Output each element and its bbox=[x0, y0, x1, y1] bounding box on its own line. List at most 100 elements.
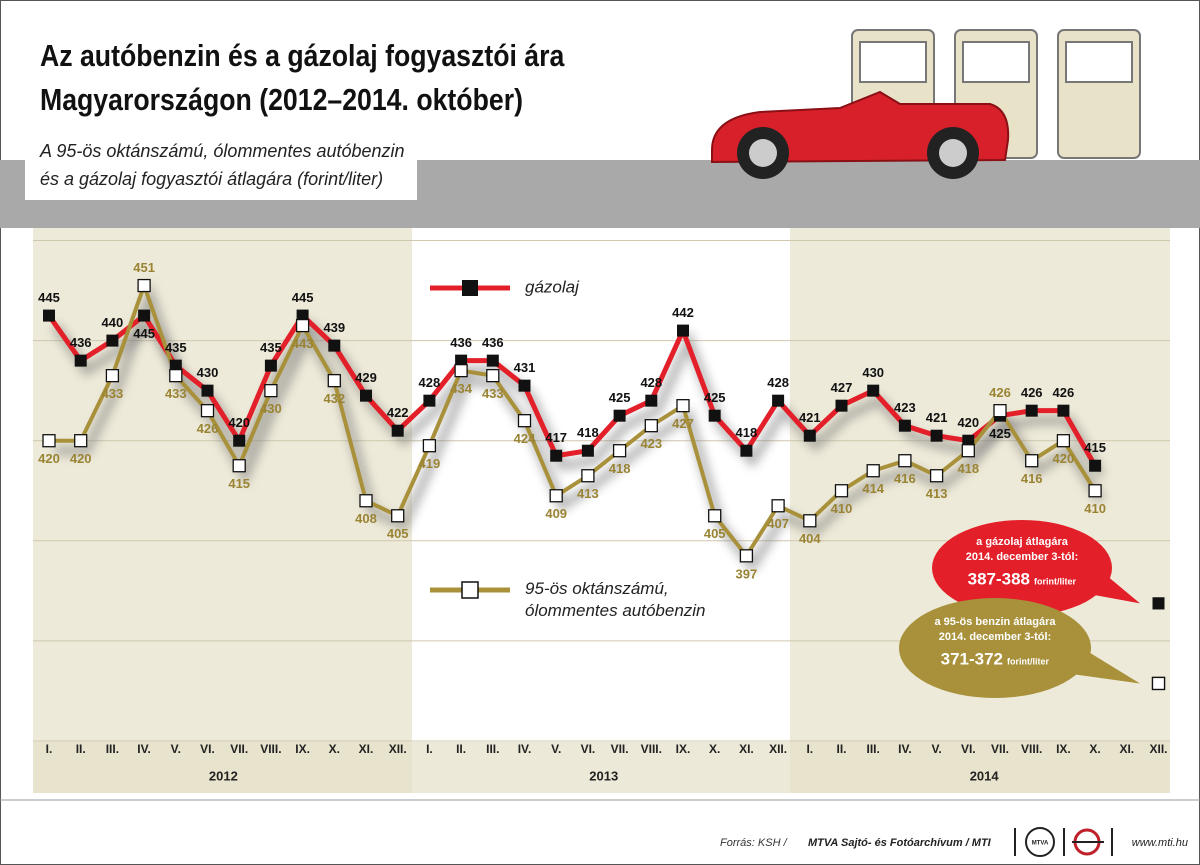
x-tick-label: VIII. bbox=[1021, 742, 1042, 756]
data-label: 429 bbox=[355, 370, 377, 385]
x-tick-label: II. bbox=[456, 742, 466, 756]
legend-label[interactable]: 95-ös oktánszámú, ólommentes autóbenzin bbox=[525, 579, 706, 620]
marker bbox=[232, 459, 246, 473]
data-label: 410 bbox=[831, 501, 853, 516]
data-label: 445 bbox=[292, 290, 314, 305]
marker bbox=[1056, 434, 1071, 448]
data-label: 418 bbox=[577, 425, 599, 440]
chart-title: Az autóbenzin és a gázolaj fogyasztói ár… bbox=[40, 39, 565, 73]
subtitle: A 95-ös oktánszámú, ólommentes autóbenzi… bbox=[39, 141, 405, 161]
marker bbox=[518, 379, 531, 392]
data-label: 443 bbox=[292, 336, 314, 351]
data-label: 430 bbox=[862, 365, 884, 380]
data-label: 415 bbox=[228, 476, 250, 491]
data-label: 423 bbox=[640, 436, 662, 451]
marker bbox=[962, 434, 975, 447]
marker bbox=[898, 419, 911, 432]
marker bbox=[612, 444, 627, 458]
source: MTVA Sajtó- és Fotóarchívum / MTI bbox=[808, 837, 992, 849]
callout-price: 371-372 bbox=[941, 649, 1003, 668]
data-label: 419 bbox=[419, 456, 441, 471]
data-label: 420 bbox=[957, 415, 979, 430]
data-label: 445 bbox=[38, 290, 60, 305]
data-label: 417 bbox=[545, 430, 567, 445]
data-label: 428 bbox=[767, 375, 789, 390]
marker bbox=[581, 444, 594, 457]
marker bbox=[328, 339, 341, 352]
x-tick-label: IX. bbox=[295, 742, 310, 756]
marker bbox=[929, 469, 944, 483]
callout-price: 387-388 bbox=[968, 569, 1030, 588]
x-tick-label: VI. bbox=[581, 742, 596, 756]
data-label: 435 bbox=[260, 340, 282, 355]
marker bbox=[1057, 404, 1070, 417]
marker bbox=[740, 444, 753, 457]
data-label: 433 bbox=[102, 386, 124, 401]
x-tick-label: VII. bbox=[611, 742, 629, 756]
data-label: 425 bbox=[609, 390, 631, 405]
data-label: 416 bbox=[894, 471, 916, 486]
x-tick-label: XII. bbox=[389, 742, 407, 756]
title-group: Az autóbenzin és a gázolaj fogyasztói ár… bbox=[40, 39, 565, 117]
axis-band bbox=[33, 742, 1170, 793]
legend-label[interactable]: gázolaj bbox=[525, 277, 580, 296]
marker bbox=[772, 394, 785, 407]
data-label: 423 bbox=[894, 400, 916, 415]
marker bbox=[708, 409, 721, 422]
subtitle: és a gázolaj fogyasztói átlagára (forint… bbox=[40, 169, 383, 189]
x-tick-label: III. bbox=[106, 742, 119, 756]
data-label: 430 bbox=[197, 365, 219, 380]
marker bbox=[105, 368, 120, 383]
marker bbox=[359, 494, 373, 508]
marker bbox=[1025, 454, 1039, 468]
legend-marker bbox=[462, 280, 478, 296]
x-tick-label: VIII. bbox=[641, 742, 662, 756]
marker bbox=[138, 309, 151, 322]
data-label: 427 bbox=[672, 416, 694, 431]
x-tick-label: X. bbox=[709, 742, 720, 756]
marker bbox=[391, 509, 405, 523]
data-label: 431 bbox=[514, 360, 536, 375]
callout bbox=[899, 598, 1091, 698]
source: Forrás: KSH / bbox=[720, 837, 788, 849]
data-label: 427 bbox=[831, 380, 853, 395]
marker bbox=[645, 394, 658, 407]
data-label: 428 bbox=[640, 375, 662, 390]
data-label: 418 bbox=[736, 425, 758, 440]
data-label: 418 bbox=[957, 461, 979, 476]
marker bbox=[708, 509, 722, 523]
data-label: 434 bbox=[450, 381, 472, 396]
x-tick-label: I. bbox=[46, 742, 53, 756]
x-tick-label: XI. bbox=[1119, 742, 1134, 756]
callout bbox=[932, 520, 1112, 616]
data-label: 405 bbox=[387, 526, 409, 541]
marker bbox=[549, 489, 563, 503]
marker bbox=[423, 394, 436, 407]
x-tick-label: IX. bbox=[676, 742, 691, 756]
marker bbox=[391, 424, 404, 437]
website[interactable]: www.mti.hu bbox=[1132, 837, 1188, 849]
marker bbox=[993, 404, 1007, 418]
marker bbox=[1089, 459, 1102, 472]
marker bbox=[771, 499, 785, 513]
data-label: 425 bbox=[989, 426, 1011, 441]
data-label: 397 bbox=[736, 566, 758, 581]
marker bbox=[550, 449, 563, 462]
marker bbox=[43, 309, 55, 322]
x-tick-label: V. bbox=[171, 742, 181, 756]
year-band bbox=[790, 228, 1170, 793]
marker bbox=[264, 359, 277, 372]
callout-unit: forint/liter bbox=[1034, 576, 1076, 586]
marker bbox=[581, 469, 595, 483]
marker bbox=[834, 484, 849, 498]
x-tick-label: IV. bbox=[137, 742, 151, 756]
marker bbox=[137, 278, 151, 293]
marker bbox=[455, 354, 468, 367]
marker bbox=[74, 354, 87, 367]
x-tick-label: V. bbox=[931, 742, 941, 756]
data-label: 407 bbox=[767, 516, 789, 531]
marker bbox=[327, 373, 341, 388]
marker bbox=[898, 454, 912, 468]
callout-text: 2014. december 3-tól: bbox=[966, 551, 1079, 563]
